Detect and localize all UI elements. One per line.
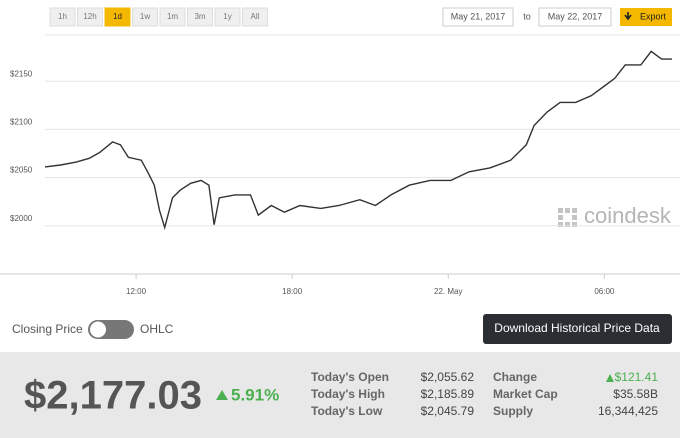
range-label[interactable]: 1y <box>223 12 231 21</box>
stat-value: 16,344,425 <box>598 404 658 418</box>
watermark: coindesk <box>584 203 672 228</box>
stat-label: Supply <box>493 404 533 418</box>
y-tick-label: $2000 <box>10 214 33 223</box>
summary-panel <box>0 352 680 438</box>
y-tick-label: $2150 <box>10 69 33 78</box>
range-label[interactable]: 1w <box>140 12 150 21</box>
export-button[interactable] <box>620 8 672 26</box>
x-tick-label: 18:00 <box>282 287 303 296</box>
range-button[interactable] <box>132 7 158 27</box>
stat-label: Change <box>493 370 537 384</box>
stat-value: $35.58B <box>613 387 658 401</box>
range-label[interactable]: All <box>251 12 260 21</box>
stat-value: $2,185.89 <box>421 387 475 401</box>
stat-label: Today's Low <box>311 404 383 418</box>
date-from[interactable]: May 21, 2017 <box>451 11 506 21</box>
toggle-right: OHLC <box>140 322 174 336</box>
range-button[interactable] <box>214 7 241 27</box>
range-button[interactable] <box>77 7 103 27</box>
range-button[interactable] <box>242 7 268 27</box>
date-to-label: to <box>523 11 531 21</box>
stat-value: $2,055.62 <box>421 370 475 384</box>
y-tick-label: $2100 <box>10 117 33 126</box>
export-label[interactable]: Export <box>640 11 667 21</box>
stat-label: Today's Open <box>311 370 389 384</box>
range-button[interactable] <box>187 7 213 27</box>
export-icon <box>624 12 632 21</box>
price: $2,177.03 <box>24 374 202 418</box>
range-label[interactable]: 1m <box>167 12 178 21</box>
stat-value: $2,045.79 <box>421 404 475 418</box>
stat-value: $121.41 <box>615 370 659 384</box>
range-label[interactable]: 3m <box>194 12 205 21</box>
y-tick-label: $2050 <box>10 166 33 175</box>
change-pct: 5.91% <box>231 385 279 404</box>
download-label[interactable]: Download Historical Price Data <box>494 321 660 335</box>
price-line <box>44 50 672 231</box>
x-tick-label: 12:00 <box>126 287 147 296</box>
range-button[interactable] <box>159 7 186 27</box>
date-from-box[interactable] <box>442 7 514 27</box>
date-until[interactable]: May 22, 2017 <box>548 11 603 21</box>
range-label[interactable]: 1d <box>113 12 122 21</box>
range-button[interactable] <box>49 7 76 27</box>
toggle-left: Closing Price <box>12 322 83 336</box>
up-arrow <box>216 390 228 400</box>
coindesk-logo <box>558 208 577 227</box>
range-label[interactable]: 1h <box>58 12 67 21</box>
stat-label: Market Cap <box>493 387 558 401</box>
up-arrow-small <box>606 374 614 382</box>
stat-label: Today's High <box>311 387 385 401</box>
date-until-box[interactable] <box>538 7 612 27</box>
x-tick-label: 06:00 <box>594 287 615 296</box>
range-label[interactable]: 12h <box>83 12 96 21</box>
download-button[interactable] <box>483 314 672 344</box>
toggle-knob <box>90 321 106 338</box>
x-tick-label: 22. May <box>434 287 462 296</box>
range-button[interactable] <box>104 7 131 27</box>
